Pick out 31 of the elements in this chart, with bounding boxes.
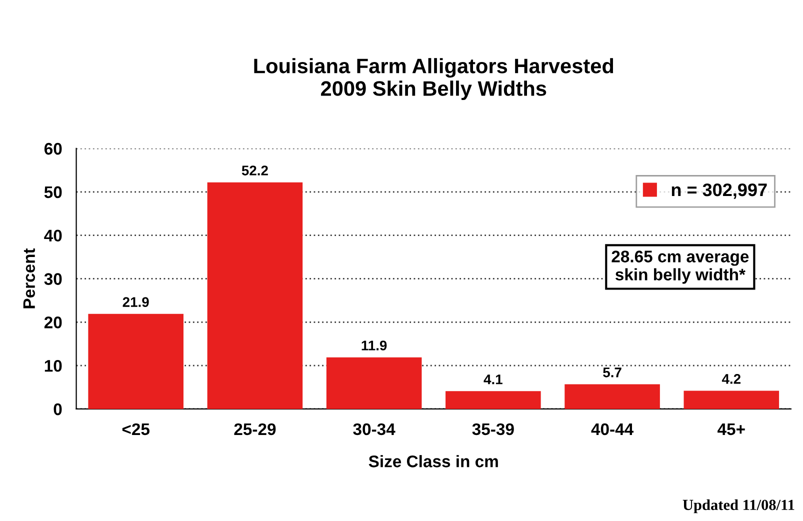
y-axis-title: Percent: [23, 248, 36, 308]
x-tick-label: 40-44: [591, 423, 634, 436]
y-tick-label: 30: [44, 273, 62, 285]
data-label: 4.1: [484, 374, 502, 384]
x-tick-label: 30-34: [353, 423, 396, 436]
data-label: 21.9: [122, 297, 149, 307]
y-tick-label: 0: [54, 403, 62, 416]
y-tick-label: 10: [44, 360, 62, 372]
bar: [564, 384, 660, 409]
bar: [326, 357, 422, 409]
x-tick-label: 35-39: [472, 423, 514, 436]
y-tick-label: 60: [44, 142, 62, 155]
x-tick-label: <25: [122, 423, 150, 436]
bar: [88, 314, 184, 409]
bar: [446, 391, 541, 409]
x-tick-label: 25-29: [234, 423, 276, 436]
annotation: 28.65 cm average skin belly width*: [612, 250, 749, 284]
legend-label: n = 302,997: [672, 183, 767, 199]
y-tick-label: 50: [44, 186, 62, 198]
bar: [684, 390, 780, 409]
bar: [207, 182, 303, 409]
data-label: 4.2: [722, 374, 740, 384]
text: Updated 11/08/11: [682, 499, 794, 514]
chart-title: Louisiana Farm Alligators Harvested 2009 Skin Belly Widths: [254, 58, 614, 100]
x-tick-label: 45+: [718, 423, 745, 436]
data-label: 11.9: [362, 340, 387, 350]
x-axis-title: Size Class in cm: [368, 455, 498, 468]
data-label: 5.7: [603, 368, 622, 378]
y-tick-label: 20: [44, 316, 62, 328]
data-label: 52.2: [242, 166, 268, 176]
y-tick-label: 40: [44, 230, 62, 242]
